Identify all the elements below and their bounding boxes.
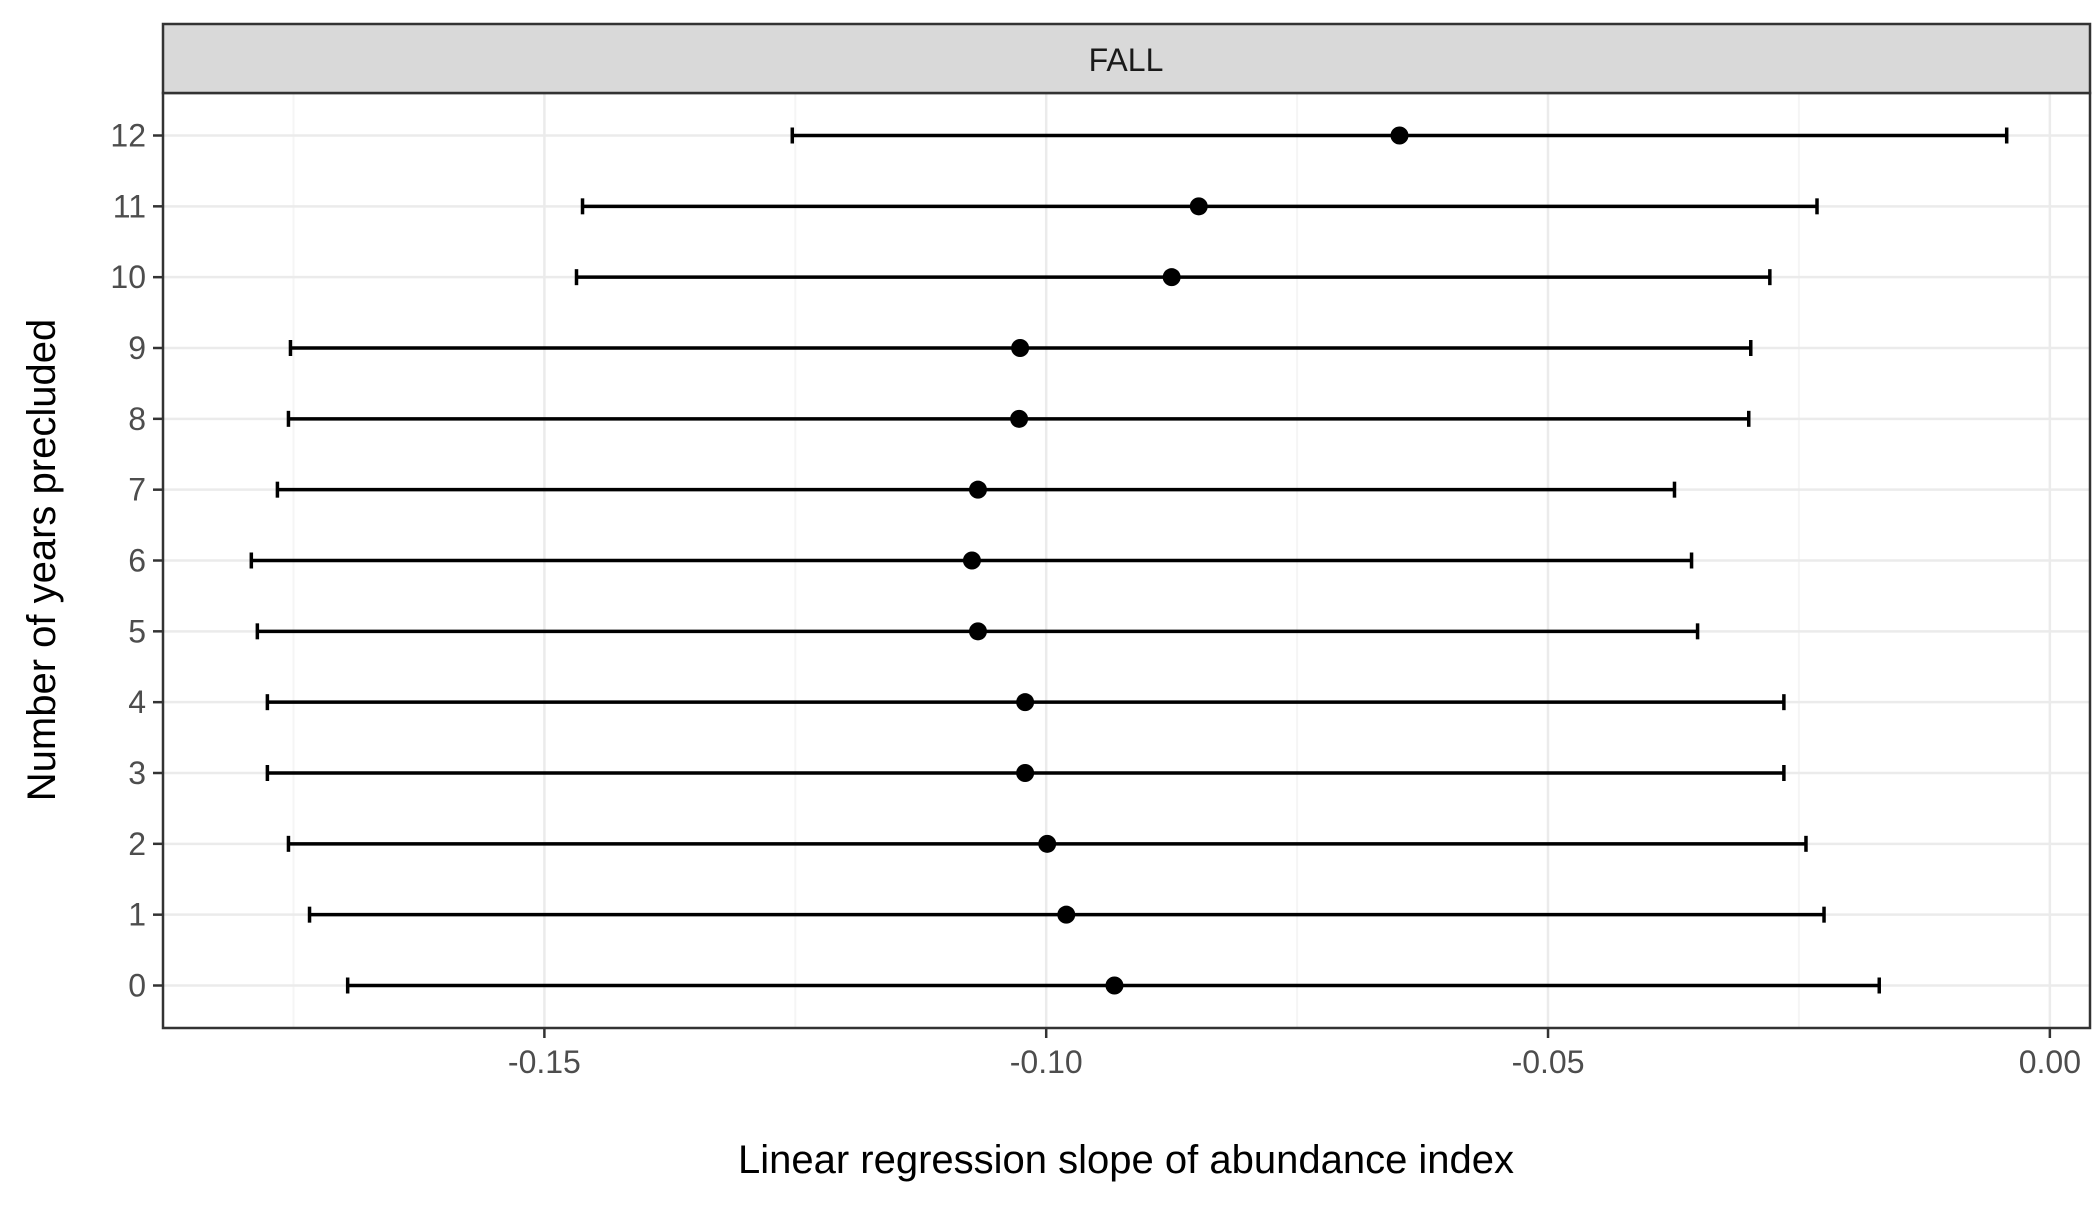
errorbar-group <box>249 551 1694 570</box>
errorbar-group <box>275 480 1677 499</box>
facet-strip: FALL <box>161 22 2092 95</box>
errorbar-group <box>286 834 1808 853</box>
y-tick-label: 7 <box>128 472 146 508</box>
errorbar-group <box>307 905 1826 924</box>
y-tick-label: 5 <box>128 613 146 649</box>
facet-strip-background <box>161 22 2092 95</box>
y-tick-label: 8 <box>128 401 146 437</box>
y-tick-label: 12 <box>110 118 146 154</box>
y-tick-label: 4 <box>128 684 146 720</box>
point-estimate <box>1189 197 1208 216</box>
y-tick-label: 11 <box>113 188 146 224</box>
x-tick-label: -0.05 <box>1512 1044 1585 1080</box>
errorbar-group <box>580 197 1819 216</box>
marks-layer <box>249 126 2009 995</box>
point-estimate <box>968 622 987 641</box>
point-estimate <box>1016 693 1035 712</box>
x-axis-title: Linear regression slope of abundance ind… <box>738 1138 1514 1182</box>
y-axis-title: Number of years precluded <box>20 319 64 801</box>
errorbar-group <box>790 126 2009 145</box>
facet-strip-label: FALL <box>1089 42 1164 78</box>
errorbar-group <box>288 339 1753 357</box>
y-tick-label: 3 <box>128 755 146 791</box>
y-tick-label: 9 <box>128 330 146 366</box>
x-tick-label: 0.00 <box>2019 1044 2081 1080</box>
point-estimate <box>1105 976 1124 995</box>
point-estimate <box>1010 409 1029 428</box>
y-tick-label: 2 <box>128 826 146 862</box>
errorbar-group <box>255 622 1700 641</box>
x-tick-label: -0.15 <box>508 1044 581 1080</box>
y-tick-label: 1 <box>128 897 146 933</box>
point-estimate <box>1038 834 1057 853</box>
point-estimate <box>1011 339 1030 357</box>
y-tick-label: 0 <box>128 968 146 1004</box>
errorbar-group <box>265 693 1786 712</box>
x-tick-label: -0.10 <box>1010 1044 1083 1080</box>
errorbar-group <box>345 976 1881 995</box>
point-estimate <box>962 551 981 570</box>
y-tick-label: 6 <box>128 543 146 579</box>
point-estimate <box>1390 126 1409 145</box>
errorbar-group <box>286 409 1751 428</box>
point-estimate <box>1162 268 1181 287</box>
point-estimate <box>1057 905 1076 924</box>
errorbar-group <box>265 764 1786 782</box>
point-estimate <box>968 480 987 499</box>
errorbar-group <box>574 268 1772 287</box>
point-estimate <box>1016 764 1035 782</box>
y-tick-label: 10 <box>110 259 146 295</box>
